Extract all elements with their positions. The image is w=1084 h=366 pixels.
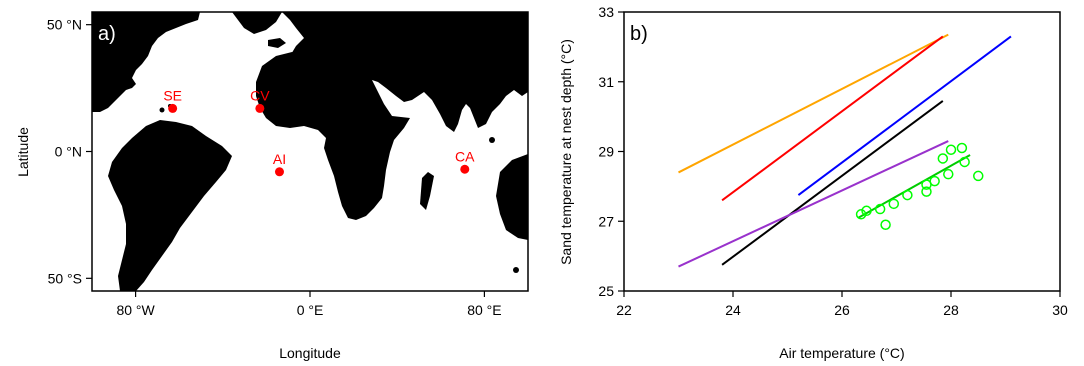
temp-x-tick-label-2: 26: [834, 302, 850, 318]
temp-y-tick-label-1: 27: [598, 213, 614, 229]
island-sumatra: [489, 137, 495, 143]
map-x-axis-label: Longitude: [279, 345, 341, 361]
scatter-point-11: [945, 144, 957, 156]
series-line-4: [678, 140, 949, 268]
landmass-iceland: [268, 38, 286, 48]
site-marker-ca: [460, 164, 470, 174]
temperature-panel-label: b): [630, 23, 648, 45]
map-panel-label: a): [98, 23, 116, 45]
scatter-point-5: [902, 189, 913, 201]
temp-y-tick-label-4: 33: [598, 4, 614, 20]
landmass-north-america: [92, 12, 200, 112]
scatter-point-0: [855, 209, 867, 220]
map-y-tick-label-1: 0 °N: [55, 144, 82, 160]
scatter-point-13: [959, 156, 970, 168]
map-x-tick-label-2: 80 °E: [467, 302, 501, 318]
site-label-ai: AI: [273, 151, 286, 167]
map-y-tick-label-2: 50 °S: [48, 270, 82, 286]
series-line-0: [678, 33, 949, 174]
island-canary: [256, 84, 260, 88]
temp-y-tick-label-2: 29: [598, 144, 614, 160]
temperature-y-axis-label: Sand temperature at nest depth (°C): [558, 39, 574, 265]
temp-x-tick-label-3: 28: [943, 302, 959, 318]
temp-y-tick-label-0: 25: [598, 283, 614, 299]
site-marker-se: [168, 103, 178, 113]
series-line-1: [721, 35, 944, 202]
temp-x-tick-label-0: 22: [616, 302, 632, 318]
site-label-ca: CA: [455, 148, 475, 164]
temp-y-tick-label-3: 31: [598, 74, 614, 90]
temperature-axis-ticks: 22 24 26 28 30 25 27 29 31 33: [598, 4, 1068, 318]
site-label-se: SE: [163, 87, 182, 103]
island-caribbean: [159, 107, 165, 113]
scatter-point-9: [937, 153, 949, 164]
scatter-point-4: [888, 198, 900, 210]
landmass-madagascar: [420, 172, 434, 210]
scatter-point-10: [943, 168, 954, 180]
site-label-cv: CV: [250, 87, 270, 103]
map-y-tick-label-0: 50 °N: [47, 17, 82, 33]
temp-x-tick-label-4: 30: [1052, 302, 1068, 318]
map-panel: a) 80 °W 0 °E 80 °E 50 °N 0 °N 50 °S SE CV AI CA…: [15, 11, 529, 361]
temperature-x-axis-label: Air temperature (°C): [779, 345, 904, 361]
temperature-plot-frame: [623, 11, 1061, 292]
map-axis-ticks: 80 °W 0 °E 80 °E 50 °N 0 °N 50 °S: [47, 17, 502, 318]
series-line-2: [797, 35, 1012, 196]
map-x-tick-label-1: 0 °E: [297, 302, 324, 318]
temperature-panel: b) 22 24 26 28 30 25 27 29 31 33 Air temperature …: [558, 4, 1068, 361]
temperature-scatter-points: [855, 142, 984, 230]
landmass-greenland: [232, 12, 282, 34]
series-line-5: [857, 154, 971, 219]
scatter-point-12: [956, 142, 968, 154]
land-masses: [92, 12, 528, 291]
landmass-africa: [256, 52, 410, 220]
scatter-point-3: [880, 219, 891, 230]
landmass-australia: [496, 154, 528, 240]
island-new-zealand: [513, 267, 519, 273]
temperature-series-lines: [678, 33, 1012, 268]
site-marker-ai: [274, 167, 284, 177]
scatter-point-1: [861, 205, 872, 217]
scatter-point-7: [921, 186, 932, 197]
landmass-eurasia: [282, 12, 528, 132]
scatter-point-14: [973, 170, 984, 182]
landmass-south-america: [108, 120, 232, 291]
site-marker-cv: [255, 103, 265, 113]
map-sites: SE CV AI CA: [163, 87, 475, 177]
map-y-axis-label: Latitude: [15, 127, 31, 177]
map-x-tick-label-0: 80 °W: [116, 302, 155, 318]
scatter-point-2: [874, 203, 886, 215]
scatter-point-8: [929, 175, 940, 187]
series-line-3: [721, 100, 944, 266]
temp-x-tick-label-1: 24: [725, 302, 741, 318]
